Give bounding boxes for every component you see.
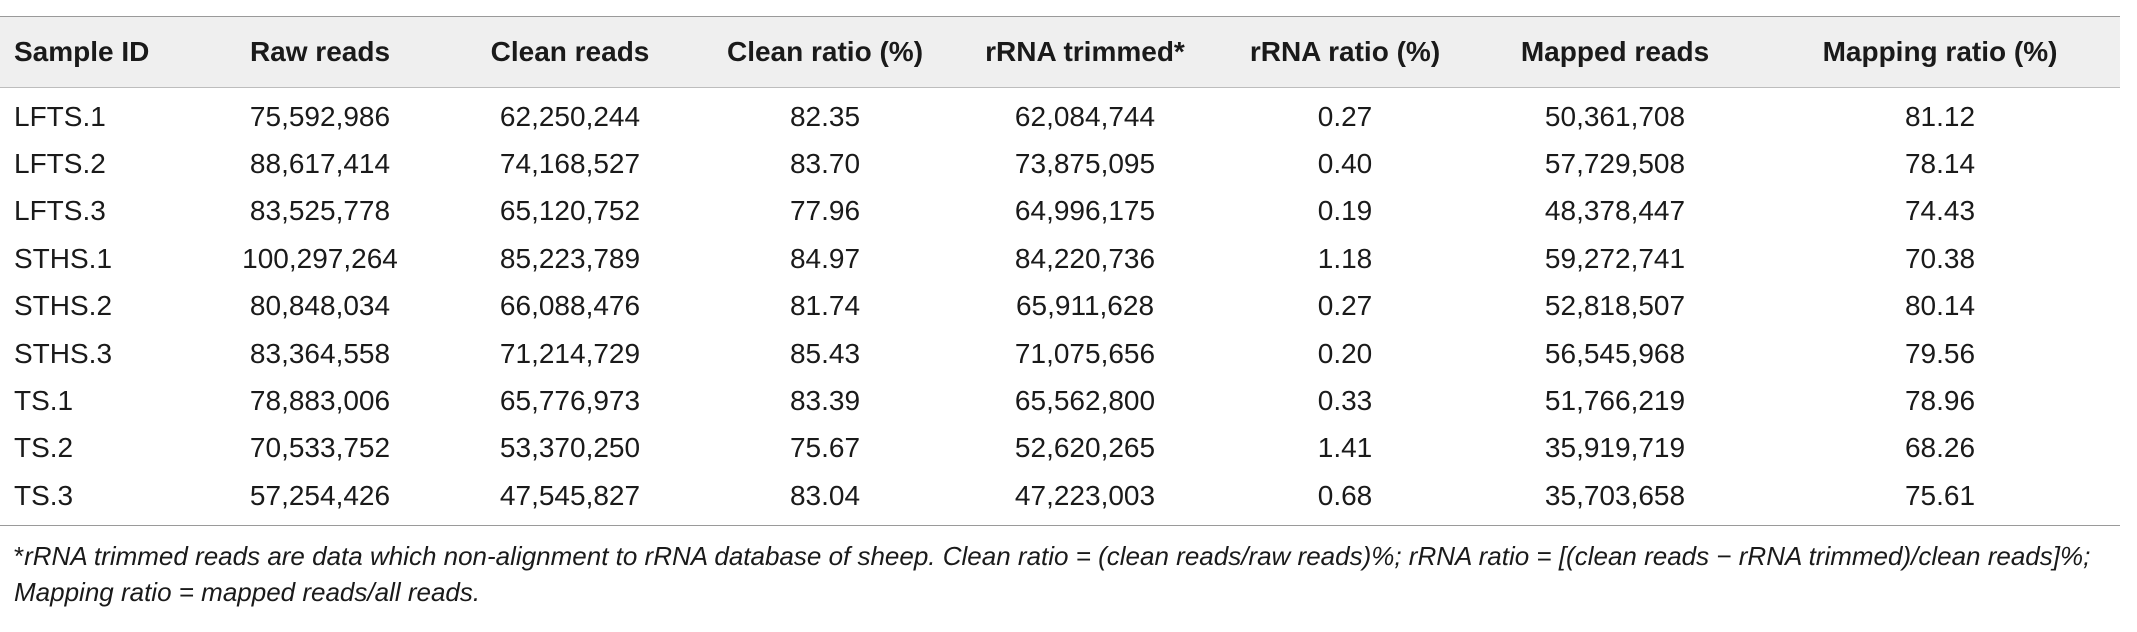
cell-clean-reads: 65,776,973 xyxy=(499,385,641,417)
table-row: STHS.3 83,364,558 71,214,729 85.43 71,07… xyxy=(0,330,2120,377)
header-sample-id: Sample ID xyxy=(0,16,200,88)
cell-clean-ratio: 82.35 xyxy=(789,100,861,132)
cell-mapping-ratio: 80.14 xyxy=(1904,290,1976,322)
header-clean-ratio: Clean ratio (%) xyxy=(700,16,950,88)
header-mapping-ratio: Mapping ratio (%) xyxy=(1760,16,2120,88)
header-rrna-ratio: rRNA ratio (%) xyxy=(1220,16,1470,88)
table-row: TS.2 70,533,752 53,370,250 75.67 52,620,… xyxy=(0,425,2120,472)
cell-sample-id: TS.3 xyxy=(0,472,200,526)
cell-sample-id: STHS.1 xyxy=(14,242,113,274)
cell-rrna-trimmed: 65,562,800 xyxy=(1014,385,1156,417)
cell-mapping-ratio: 75.61 xyxy=(1760,472,2120,526)
cell-mapped-reads: 51,766,219 xyxy=(1544,385,1686,417)
cell-raw-reads: 83,364,558 xyxy=(249,337,391,369)
cell-clean-ratio: 75.67 xyxy=(789,432,861,464)
cell-rrna-ratio: 0.68 xyxy=(1220,472,1470,526)
cell-clean-ratio: 83.39 xyxy=(789,385,861,417)
cell-sample-id: LFTS.2 xyxy=(14,148,106,180)
cell-mapping-ratio: 81.12 xyxy=(1904,100,1976,132)
cell-rrna-trimmed: 47,223,003 xyxy=(950,472,1220,526)
cell-rrna-trimmed: 62,084,744 xyxy=(1014,100,1156,132)
data-table-container: Sample ID Raw reads Clean reads Clean ra… xyxy=(0,16,2120,526)
cell-mapping-ratio: 70.38 xyxy=(1904,242,1976,274)
cell-clean-ratio: 77.96 xyxy=(789,195,861,227)
cell-sample-id: STHS.2 xyxy=(14,290,113,322)
cell-clean-reads: 71,214,729 xyxy=(499,337,641,369)
cell-clean-reads: 65,120,752 xyxy=(499,195,641,227)
header-clean-reads: Clean reads xyxy=(440,16,700,88)
cell-rrna-ratio: 0.33 xyxy=(1317,385,1373,417)
cell-mapped-reads: 35,703,658 xyxy=(1470,472,1760,526)
table-row: TS.1 78,883,006 65,776,973 83.39 65,562,… xyxy=(0,377,2120,424)
cell-raw-reads: 88,617,414 xyxy=(249,148,391,180)
table-footnote: *rRNA trimmed reads are data which non-a… xyxy=(14,538,2114,610)
cell-raw-reads: 57,254,426 xyxy=(200,472,440,526)
cell-rrna-trimmed: 71,075,656 xyxy=(1014,337,1156,369)
cell-clean-reads: 53,370,250 xyxy=(499,432,641,464)
table-row: STHS.1 100,297,264 85,223,789 84.97 84,2… xyxy=(0,235,2120,282)
cell-clean-reads: 47,545,827 xyxy=(440,472,700,526)
cell-rrna-ratio: 0.27 xyxy=(1317,290,1373,322)
cell-raw-reads: 78,883,006 xyxy=(249,385,391,417)
cell-raw-reads: 83,525,778 xyxy=(249,195,391,227)
cell-raw-reads: 70,533,752 xyxy=(249,432,391,464)
cell-rrna-trimmed: 52,620,265 xyxy=(1014,432,1156,464)
cell-sample-id: LFTS.3 xyxy=(14,195,106,227)
cell-rrna-ratio: 0.20 xyxy=(1317,337,1373,369)
cell-mapped-reads: 56,545,968 xyxy=(1544,337,1686,369)
cell-mapping-ratio: 68.26 xyxy=(1904,432,1976,464)
header-row: Sample ID Raw reads Clean reads Clean ra… xyxy=(0,16,2120,88)
sequencing-stats-table: Sample ID Raw reads Clean reads Clean ra… xyxy=(0,16,2120,526)
cell-rrna-ratio: 0.19 xyxy=(1317,195,1373,227)
cell-mapping-ratio: 78.96 xyxy=(1904,385,1976,417)
cell-rrna-ratio: 1.41 xyxy=(1317,432,1373,464)
header-rrna-trimmed: rRNA trimmed* xyxy=(950,16,1220,88)
cell-rrna-trimmed: 84,220,736 xyxy=(1014,242,1156,274)
cell-mapped-reads: 48,378,447 xyxy=(1544,195,1686,227)
cell-mapping-ratio: 78.14 xyxy=(1904,148,1976,180)
cell-raw-reads: 75,592,986 xyxy=(249,100,391,132)
cell-rrna-ratio: 0.27 xyxy=(1317,100,1373,132)
table-row: LFTS.2 88,617,414 74,168,527 83.70 73,87… xyxy=(0,140,2120,187)
cell-clean-reads: 62,250,244 xyxy=(499,100,641,132)
table-row: LFTS.3 83,525,778 65,120,752 77.96 64,99… xyxy=(0,188,2120,235)
cell-sample-id: LFTS.1 xyxy=(14,100,106,132)
table-row: STHS.2 80,848,034 66,088,476 81.74 65,91… xyxy=(0,283,2120,330)
footnote-text: rRNA trimmed reads are data which non-al… xyxy=(14,541,2091,607)
cell-sample-id: TS.2 xyxy=(14,432,74,464)
cell-rrna-ratio: 1.18 xyxy=(1317,242,1373,274)
table-body: LFTS.1 75,592,986 62,250,244 82.35 62,08… xyxy=(0,88,2120,526)
cell-clean-ratio: 81.74 xyxy=(789,290,861,322)
cell-sample-id: TS.1 xyxy=(14,385,74,417)
cell-clean-reads: 85,223,789 xyxy=(499,242,641,274)
cell-mapped-reads: 59,272,741 xyxy=(1544,242,1686,274)
cell-mapped-reads: 57,729,508 xyxy=(1544,148,1686,180)
cell-mapped-reads: 50,361,708 xyxy=(1544,100,1686,132)
cell-mapped-reads: 52,818,507 xyxy=(1544,290,1686,322)
cell-sample-id: STHS.3 xyxy=(14,337,113,369)
table-row: TS.3 57,254,426 47,545,827 83.04 47,223,… xyxy=(0,472,2120,526)
cell-clean-ratio: 83.04 xyxy=(700,472,950,526)
cell-clean-reads: 66,088,476 xyxy=(499,290,641,322)
cell-rrna-ratio: 0.40 xyxy=(1317,148,1373,180)
footnote-marker: * xyxy=(14,541,25,571)
cell-mapping-ratio: 79.56 xyxy=(1904,337,1976,369)
cell-mapping-ratio: 74.43 xyxy=(1904,195,1976,227)
cell-clean-reads: 74,168,527 xyxy=(499,148,641,180)
cell-clean-ratio: 85.43 xyxy=(789,337,861,369)
cell-raw-reads: 80,848,034 xyxy=(249,290,391,322)
table-row: LFTS.1 75,592,986 62,250,244 82.35 62,08… xyxy=(0,88,2120,141)
cell-clean-ratio: 83.70 xyxy=(789,148,861,180)
table-header: Sample ID Raw reads Clean reads Clean ra… xyxy=(0,16,2120,88)
cell-mapped-reads: 35,919,719 xyxy=(1544,432,1686,464)
header-mapped-reads: Mapped reads xyxy=(1470,16,1760,88)
cell-rrna-trimmed: 65,911,628 xyxy=(1015,290,1155,322)
header-raw-reads: Raw reads xyxy=(200,16,440,88)
cell-raw-reads: 100,297,264 xyxy=(242,242,398,274)
cell-clean-ratio: 84.97 xyxy=(789,242,861,274)
cell-rrna-trimmed: 64,996,175 xyxy=(1014,195,1156,227)
cell-rrna-trimmed: 73,875,095 xyxy=(1014,148,1156,180)
